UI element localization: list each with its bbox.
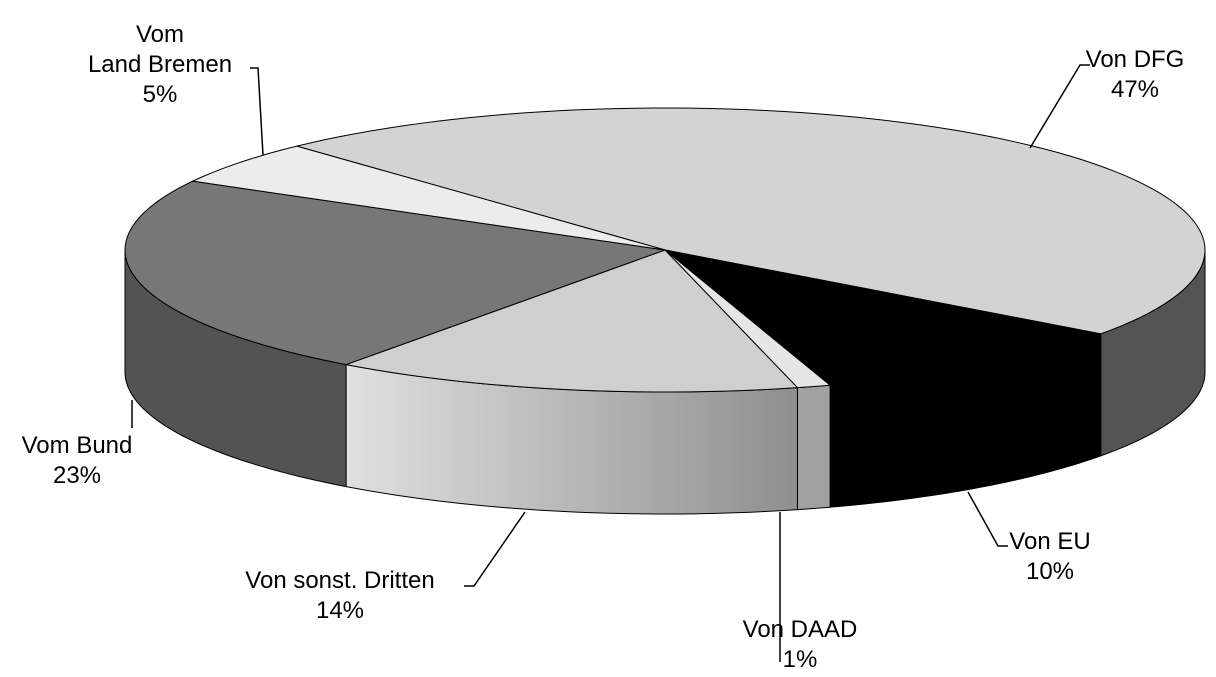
slice-label: Von sonst. Dritten 14%	[245, 566, 434, 626]
slice-label: Vom Bund 23%	[22, 431, 133, 491]
value-label: 10%	[1025, 558, 1075, 585]
slice-top	[190, 145, 666, 251]
category-label: Von EU	[1009, 528, 1091, 555]
slice-side	[796, 384, 831, 511]
value-label: 23%	[52, 462, 102, 489]
category-label: Vom Bund	[21, 432, 133, 459]
slice-label: Von DAAD 1%	[743, 615, 858, 675]
category-label: Von DAAD	[742, 616, 858, 643]
slice-label: Von EU 10%	[1009, 527, 1090, 587]
value-label: 47%	[1110, 76, 1160, 103]
value-label: 1%	[782, 646, 818, 673]
slice-label: Von DFG 47%	[1086, 45, 1185, 105]
leader-line	[464, 511, 526, 587]
slice-top	[294, 107, 1206, 335]
slice-top	[124, 180, 666, 366]
category-label: Von sonst. Dritten	[245, 567, 435, 594]
slice-top	[664, 249, 1103, 386]
value-label: 14%	[315, 597, 365, 624]
leader-line	[250, 67, 264, 156]
slice-top	[344, 249, 799, 393]
slice-label: Vom Land Bremen 5%	[88, 20, 232, 110]
category-label: Vom Land Bremen	[87, 21, 233, 78]
category-label: Von DFG	[1085, 46, 1185, 73]
leader-line	[1029, 64, 1090, 149]
leader-line	[967, 491, 1008, 547]
value-label: 5%	[142, 81, 178, 108]
